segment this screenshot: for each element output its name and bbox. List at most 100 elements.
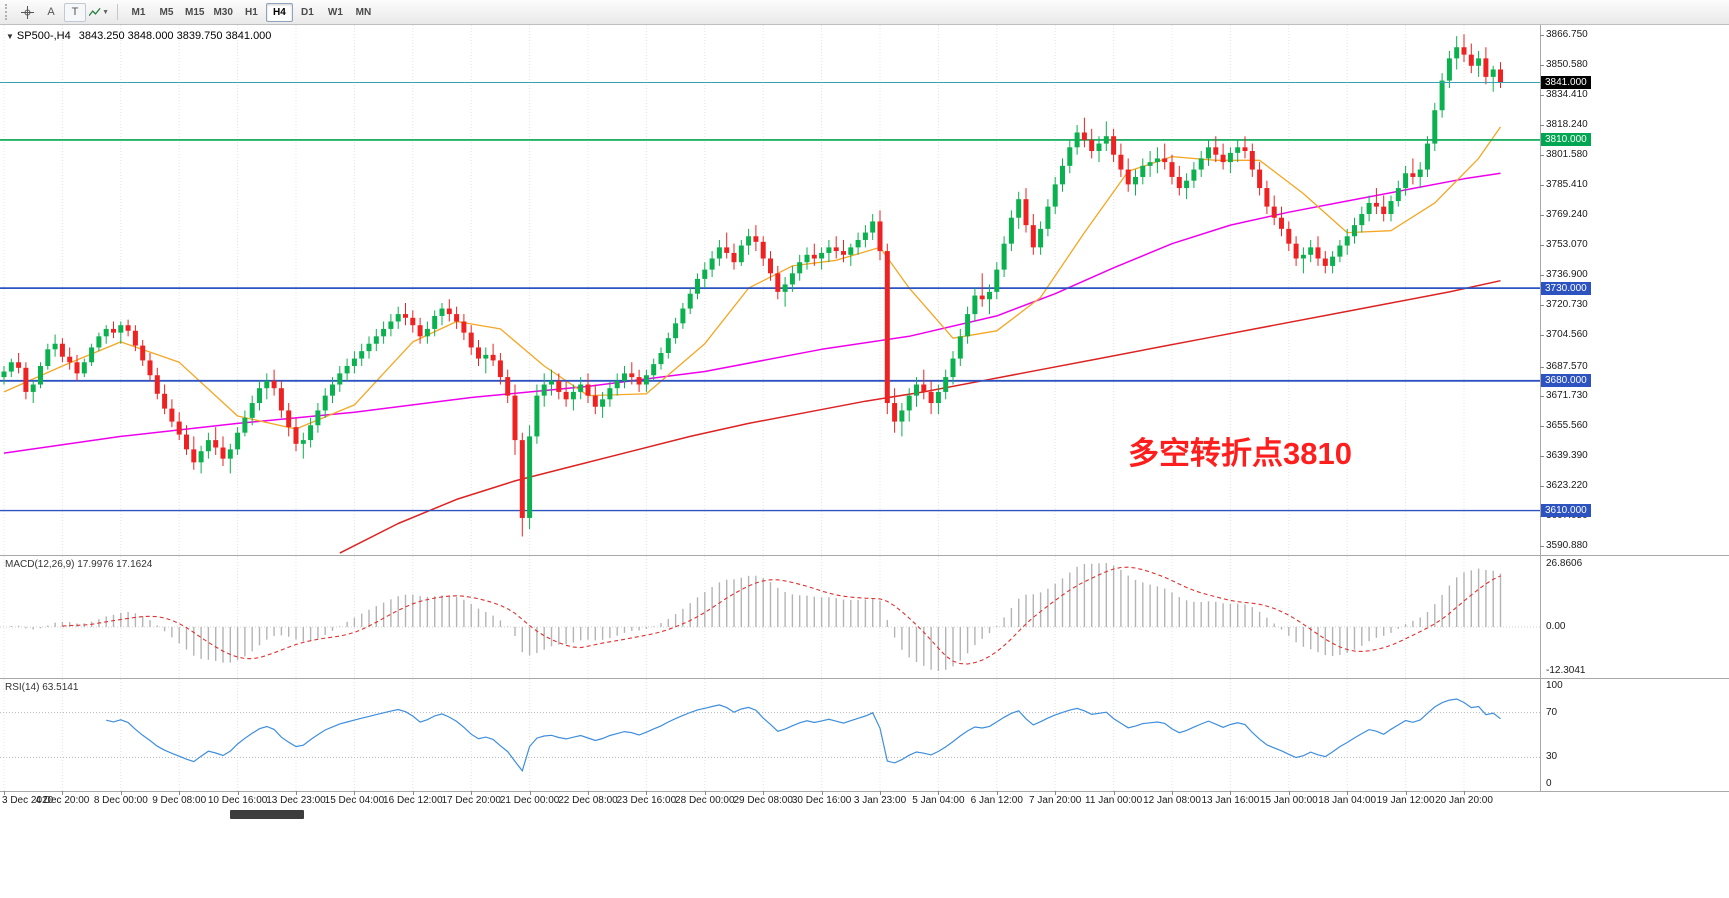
indicators-button[interactable]: ▼ [88, 3, 110, 22]
price-tick-label: 3753.070 [1546, 239, 1588, 251]
price-tick [1540, 426, 1544, 428]
price-tick [1540, 335, 1544, 337]
time-axis-label: 9 Dec 08:00 [152, 795, 207, 806]
time-tick [880, 791, 881, 795]
time-axis-label: 17 Dec 20:00 [441, 795, 501, 806]
chevron-down-icon: ▼ [102, 8, 109, 16]
toolbar: A T ▼ M1 M5 M15 M30 H1 H4 D1 W1 MN [0, 0, 1729, 25]
time-axis-label: 18 Jan 04:00 [1318, 795, 1377, 806]
time-axis-label: 15 Jan 00:00 [1259, 795, 1318, 806]
time-tick [354, 791, 356, 795]
toolbar-grip[interactable] [5, 4, 10, 20]
time-axis-label: 8 Dec 00:00 [93, 795, 148, 806]
time-tick [821, 791, 823, 795]
time-axis[interactable]: 3 Dec 2020 4 Dec 20:00 8 Dec 00:00 9 Dec 08… [0, 791, 1729, 808]
time-tick [1230, 791, 1232, 795]
time-axis-label: 16 Dec 12:00 [383, 795, 443, 806]
time-axis-label: 23 Dec 16:00 [616, 795, 677, 806]
price-tick-label: 3639.390 [1546, 450, 1588, 462]
timeframe-mn[interactable]: MN [355, 6, 372, 18]
rsi-70-label: 70 [1546, 706, 1558, 718]
price-tick [1540, 185, 1544, 187]
time-axis-label: 5 Jan 04:00 [912, 795, 965, 806]
time-tick [296, 791, 297, 795]
text-tool-button[interactable]: T [64, 2, 86, 22]
time-axis-label: 3 Jan 23:00 [853, 795, 907, 806]
price-tick [1540, 305, 1544, 307]
main-chart-canvas[interactable] [0, 25, 1540, 555]
price-tick-label: 3704.560 [1546, 329, 1588, 341]
level-badge-3810: 3810.000 [1541, 133, 1591, 147]
toolbar-separator [117, 4, 118, 20]
timeframe-h4[interactable]: H4 [265, 2, 293, 22]
level-badge-3680: 3680.000 [1541, 374, 1591, 388]
price-tick [1540, 396, 1544, 398]
price-tick-label: 3720.730 [1546, 299, 1588, 311]
timeframe-m1[interactable]: M1 [131, 6, 146, 18]
horizontal-scrollbar-thumb[interactable] [230, 810, 304, 819]
price-tick-label: 3866.750 [1546, 28, 1588, 40]
panel-separator[interactable] [0, 555, 1729, 556]
time-tick [1113, 791, 1115, 795]
time-tick [1172, 791, 1173, 795]
price-tick-label: 3687.570 [1546, 360, 1588, 372]
timeframe-m30[interactable]: M30 [213, 6, 233, 18]
time-axis-label: 6 Jan 12:00 [970, 795, 1023, 806]
timeframe-h1[interactable]: H1 [245, 6, 258, 18]
price-tick-label: 3769.240 [1546, 209, 1588, 221]
price-tick-label: 3834.410 [1546, 88, 1588, 100]
price-tick [1540, 366, 1544, 368]
price-tick [1540, 155, 1544, 157]
price-tick [1540, 94, 1544, 96]
timeframe-w1[interactable]: W1 [327, 6, 343, 18]
price-tick-label: 3655.560 [1546, 420, 1588, 432]
price-tick [1540, 275, 1544, 277]
time-tick [646, 791, 648, 795]
price-tick [1540, 215, 1544, 217]
time-axis-label: 15 Dec 04:00 [324, 795, 385, 806]
timeframe-m5[interactable]: M5 [159, 6, 174, 18]
time-tick [120, 791, 122, 795]
timeframe-d1[interactable]: D1 [301, 6, 314, 18]
time-tick [996, 791, 998, 795]
time-axis-label: 28 Dec 00:00 [675, 795, 735, 806]
time-tick [237, 791, 239, 795]
time-tick [1288, 791, 1290, 795]
time-axis-label: 29 Dec 08:00 [733, 795, 793, 806]
price-tick-label: 3671.730 [1546, 390, 1588, 402]
time-axis-label: 11 Jan 00:00 [1085, 795, 1143, 806]
time-axis-label: 13 Jan 16:00 [1201, 795, 1260, 806]
macd-panel-canvas[interactable] [0, 556, 1540, 678]
rsi-panel-canvas[interactable] [0, 679, 1540, 791]
rsi-30-label: 30 [1546, 751, 1558, 763]
time-tick [938, 791, 940, 795]
arrow-tool-button[interactable]: A [47, 6, 55, 18]
crosshair-icon[interactable] [16, 3, 38, 22]
time-tick [179, 791, 181, 795]
symbol-dropdown-icon[interactable]: ▼ [6, 32, 14, 41]
time-axis-label: 10 Dec 16:00 [207, 795, 268, 806]
panel-separator[interactable] [0, 678, 1729, 679]
price-tick-label: 3785.410 [1546, 179, 1588, 191]
time-tick [62, 791, 64, 795]
timeframe-m15[interactable]: M15 [185, 6, 205, 18]
time-axis-label: 20 Jan 20:00 [1435, 795, 1493, 806]
price-tick [1540, 545, 1544, 547]
macd-label: MACD(12,26,9) 17.9976 17.1624 [5, 559, 153, 570]
time-axis-label: 4 Dec 20:00 [35, 795, 90, 806]
ohlc-values: 3843.250 3848.000 3839.750 3841.000 [78, 30, 272, 42]
time-tick [704, 791, 706, 795]
time-axis-label: 21 Dec 00:00 [499, 795, 560, 806]
rsi-100-label: 100 [1546, 680, 1563, 691]
time-axis-label: 3 Dec 2020 [2, 795, 54, 806]
time-tick [763, 791, 765, 795]
time-axis-label: 30 Dec 16:00 [791, 795, 852, 806]
macd-min-label: -12.3041 [1546, 665, 1586, 676]
time-tick [1347, 791, 1349, 795]
current-price-badge: 3841.000 [1541, 75, 1591, 89]
time-tick [1464, 791, 1465, 795]
price-tick-label: 3623.220 [1546, 480, 1588, 492]
chart-annotation: 多空转折点3810 [1128, 436, 1352, 471]
price-tick-label: 3736.900 [1546, 269, 1588, 281]
